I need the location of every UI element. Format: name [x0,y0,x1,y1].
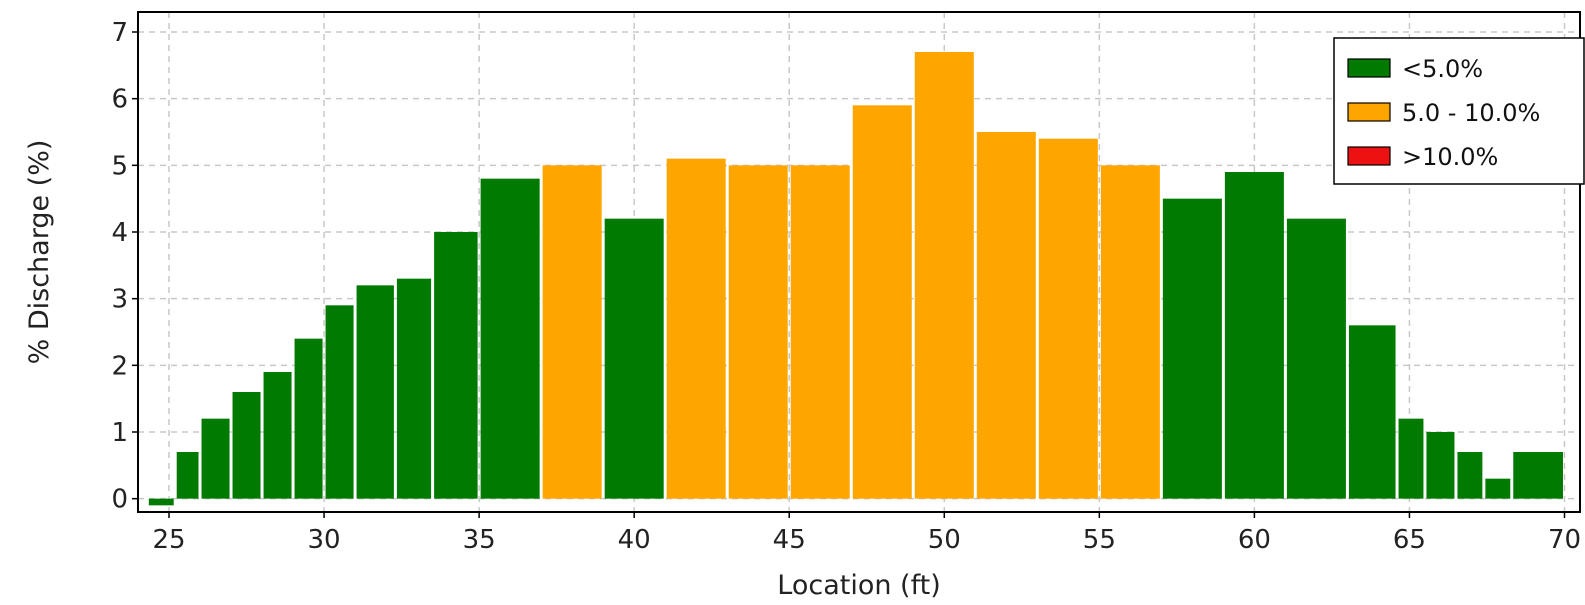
bar [356,285,394,499]
bar [1426,432,1455,499]
bar [1513,452,1563,499]
bar [1348,325,1396,499]
bar [604,218,664,499]
bar [480,178,540,499]
y-tick-label: 1 [111,418,128,448]
bar [396,278,432,499]
x-tick-label: 55 [1083,525,1116,555]
y-tick-label: 5 [111,151,128,181]
bar [790,165,850,499]
legend-swatch-medium [1347,102,1391,122]
plot-frame [137,11,1581,513]
x-tick-label: 70 [1548,525,1581,555]
x-tick-label: 60 [1238,525,1271,555]
legend-swatch-high [1347,146,1391,166]
y-tick-label: 3 [111,285,128,315]
bar [294,338,323,499]
legend: <5.0% 5.0 - 10.0% >10.0% [1333,37,1585,185]
y-tick-label: 7 [111,18,128,48]
legend-swatch-low [1347,58,1391,78]
bar [148,498,174,506]
x-axis-title: Location (ft) [777,570,940,601]
x-tick-label: 45 [773,525,806,555]
x-tick-label: 30 [308,525,341,555]
legend-label-low: <5.0% [1402,55,1483,83]
bar [1162,198,1222,499]
y-tick-label: 6 [111,85,128,115]
bar [1038,138,1098,499]
y-tick-label: 0 [111,485,128,515]
bar [1398,418,1424,499]
y-tick-label: 4 [111,218,128,248]
bar [176,452,199,499]
bar [728,165,788,499]
bars [148,52,1563,506]
bar [1485,478,1511,499]
x-tick-label: 40 [618,525,651,555]
y-tick-label: 2 [111,351,128,381]
x-tick-label: 50 [928,525,961,555]
bar [1100,165,1160,499]
legend-label-high: >10.0% [1402,143,1498,171]
bar [852,105,912,499]
x-tick-label: 65 [1393,525,1426,555]
bar [1286,218,1346,499]
legend-label-medium: 5.0 - 10.0% [1402,99,1540,127]
bar [666,158,726,499]
bar [1457,452,1483,499]
bar [976,132,1036,499]
x-tick-label: 25 [152,525,185,555]
bar [232,392,261,499]
bar [542,165,602,499]
x-tick-label: 35 [463,525,496,555]
bar [263,372,292,499]
bar [1224,172,1284,499]
bar [434,232,478,499]
y-axis-title: % Discharge (%) [24,140,55,365]
bar [325,305,354,499]
bar [914,52,974,499]
bar [201,418,230,499]
